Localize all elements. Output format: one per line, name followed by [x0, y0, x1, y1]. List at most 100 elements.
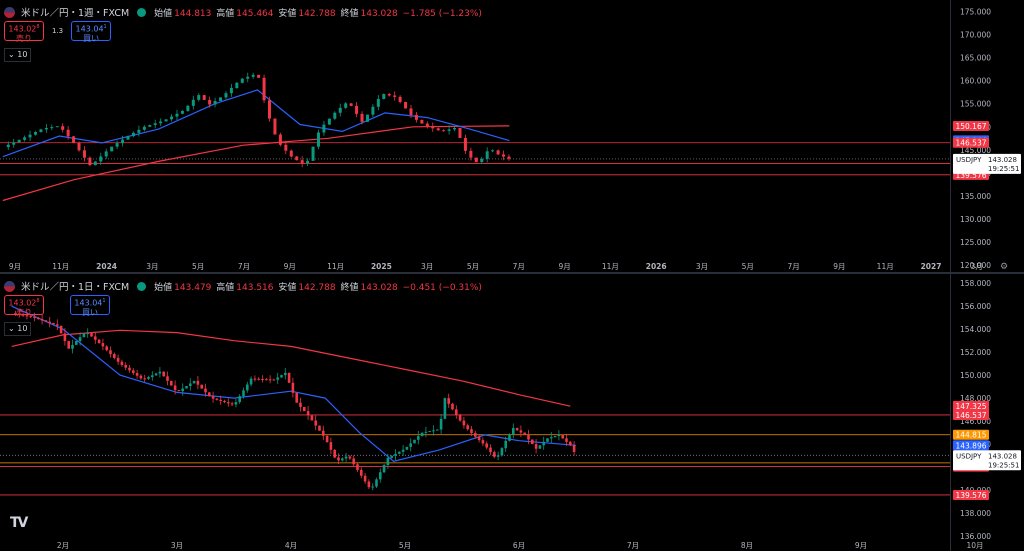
- price-badge: [953, 440, 989, 451]
- current-price-value: 143.028: [988, 156, 1017, 164]
- candle-body: [227, 402, 230, 404]
- candle-body: [531, 439, 534, 445]
- candle-body: [75, 341, 78, 345]
- candle-body: [208, 99, 212, 105]
- x-tick-label: 6月: [513, 541, 525, 550]
- price-badge-label: 143.896: [955, 441, 986, 450]
- candle-body: [72, 136, 76, 143]
- trade-buttons: 143.028 売り 143.041 買い: [4, 295, 110, 317]
- candle-body: [485, 151, 489, 159]
- candle-body: [204, 388, 207, 393]
- candle-body: [23, 137, 27, 140]
- candle-body: [470, 429, 473, 433]
- indicator-legend-toggle[interactable]: ⌄ 10: [4, 48, 32, 62]
- indicator-legend-toggle[interactable]: ⌄ 10: [4, 322, 32, 336]
- candle-body: [208, 392, 211, 397]
- candle-body: [546, 438, 549, 442]
- candle-body: [229, 87, 233, 94]
- y-tick-label: 175.000: [960, 8, 991, 17]
- candle-body: [137, 129, 141, 133]
- candle-body: [166, 376, 169, 381]
- candle-body: [474, 157, 478, 163]
- candle-body: [61, 126, 65, 130]
- candle-body: [143, 378, 146, 380]
- candle-body: [44, 127, 48, 130]
- candle-body: [311, 146, 315, 161]
- sell-button[interactable]: 143.028 売り: [4, 295, 44, 317]
- candle-body: [56, 324, 59, 326]
- candle-body: [538, 445, 542, 449]
- candle-body: [360, 113, 364, 122]
- x-tick-label: 5月: [192, 262, 204, 271]
- candle-body: [213, 100, 217, 105]
- candle-body: [458, 127, 462, 138]
- candle-body: [485, 443, 488, 448]
- candle-body: [504, 440, 507, 449]
- candle-body: [337, 457, 340, 461]
- candle-body: [238, 396, 241, 403]
- x-tick-label: 7月: [627, 541, 639, 550]
- symbol-title[interactable]: 米ドル／円・1日・FXCM: [21, 282, 130, 293]
- x-tick-label: 3月: [146, 262, 158, 271]
- candle-body: [523, 432, 526, 435]
- buy-button[interactable]: 143.041 買い: [71, 21, 112, 43]
- weekly-chart-canvas[interactable]: 175.000170.000165.000160.000155.000150.0…: [0, 0, 1024, 272]
- daily-chart-pane[interactable]: 158.000 156.000 154.000 152.000 150.000 148.0…: [0, 274, 1024, 551]
- short-moving-average-line: [2, 89, 510, 158]
- candle-body: [154, 373, 158, 376]
- candle-body: [333, 449, 336, 458]
- candle-body: [569, 441, 572, 446]
- candle-body: [443, 398, 447, 419]
- pane-divider[interactable]: [0, 272, 1024, 274]
- current-price-symbol: USDJPY: [956, 452, 982, 460]
- candle-body: [447, 398, 450, 404]
- candle-body: [420, 119, 424, 124]
- candle-body: [164, 119, 168, 122]
- y-tick-label: 152.000: [960, 348, 991, 357]
- candle-body: [59, 325, 63, 334]
- ohlc-readout: 始値 143.479 高値 143.516 安値 142.788 終値 143.028 …: [154, 282, 482, 293]
- candle-body: [215, 398, 219, 400]
- candle-body: [115, 143, 119, 147]
- candle-body: [268, 100, 272, 119]
- candle-body: [99, 156, 103, 162]
- x-tick-label: 8月: [741, 541, 753, 550]
- candle-body: [561, 434, 564, 439]
- candle-body: [344, 456, 348, 459]
- y-tick-label: 135.000: [960, 192, 991, 201]
- candle-body: [550, 437, 553, 439]
- candle-body: [325, 435, 329, 443]
- price-axis-border: [950, 0, 951, 272]
- candle-body: [534, 444, 538, 449]
- candle-body: [291, 382, 295, 393]
- candle-body: [124, 364, 127, 368]
- y-tick-label: 130.000: [960, 215, 991, 224]
- x-tick-label: 11月: [327, 262, 344, 271]
- buy-button[interactable]: 143.041 買い: [70, 295, 110, 317]
- candle-body: [314, 420, 317, 426]
- x-tick-label: 7月: [238, 262, 250, 271]
- candle-body: [101, 343, 105, 347]
- x-tick-label: 3月: [171, 541, 183, 550]
- candle-body: [162, 371, 165, 377]
- candle-body: [355, 105, 359, 114]
- candle-body: [240, 78, 244, 83]
- x-tick-label: 11月: [602, 262, 619, 271]
- daily-chart-canvas[interactable]: 158.000 156.000 154.000 152.000 150.000 148.0…: [0, 274, 1024, 551]
- candle-body: [52, 323, 55, 325]
- weekly-chart-pane[interactable]: 175.000170.000165.000160.000155.000150.0…: [0, 0, 1024, 272]
- candle-body: [132, 370, 135, 374]
- long-moving-average-line: [11, 329, 571, 407]
- candle-body: [191, 99, 195, 106]
- y-tick-label: 138.000: [960, 509, 991, 518]
- ohlc-readout: 始値 144.813 高値 145.464 安値 142.788 終値 143.028 …: [154, 8, 482, 19]
- symbol-title[interactable]: 米ドル／円・1週・FXCM: [21, 8, 130, 19]
- candle-body: [491, 150, 495, 152]
- price-badge-label: 150.167: [955, 122, 986, 131]
- x-tick-label: 3月: [971, 262, 983, 271]
- sell-button[interactable]: 143.028 売り: [4, 21, 44, 43]
- candle-body: [341, 458, 344, 461]
- settings-gear-icon[interactable]: ⚙: [1000, 262, 1009, 272]
- candle-body: [453, 127, 457, 130]
- current-price-time: 19:25:51: [988, 165, 1019, 173]
